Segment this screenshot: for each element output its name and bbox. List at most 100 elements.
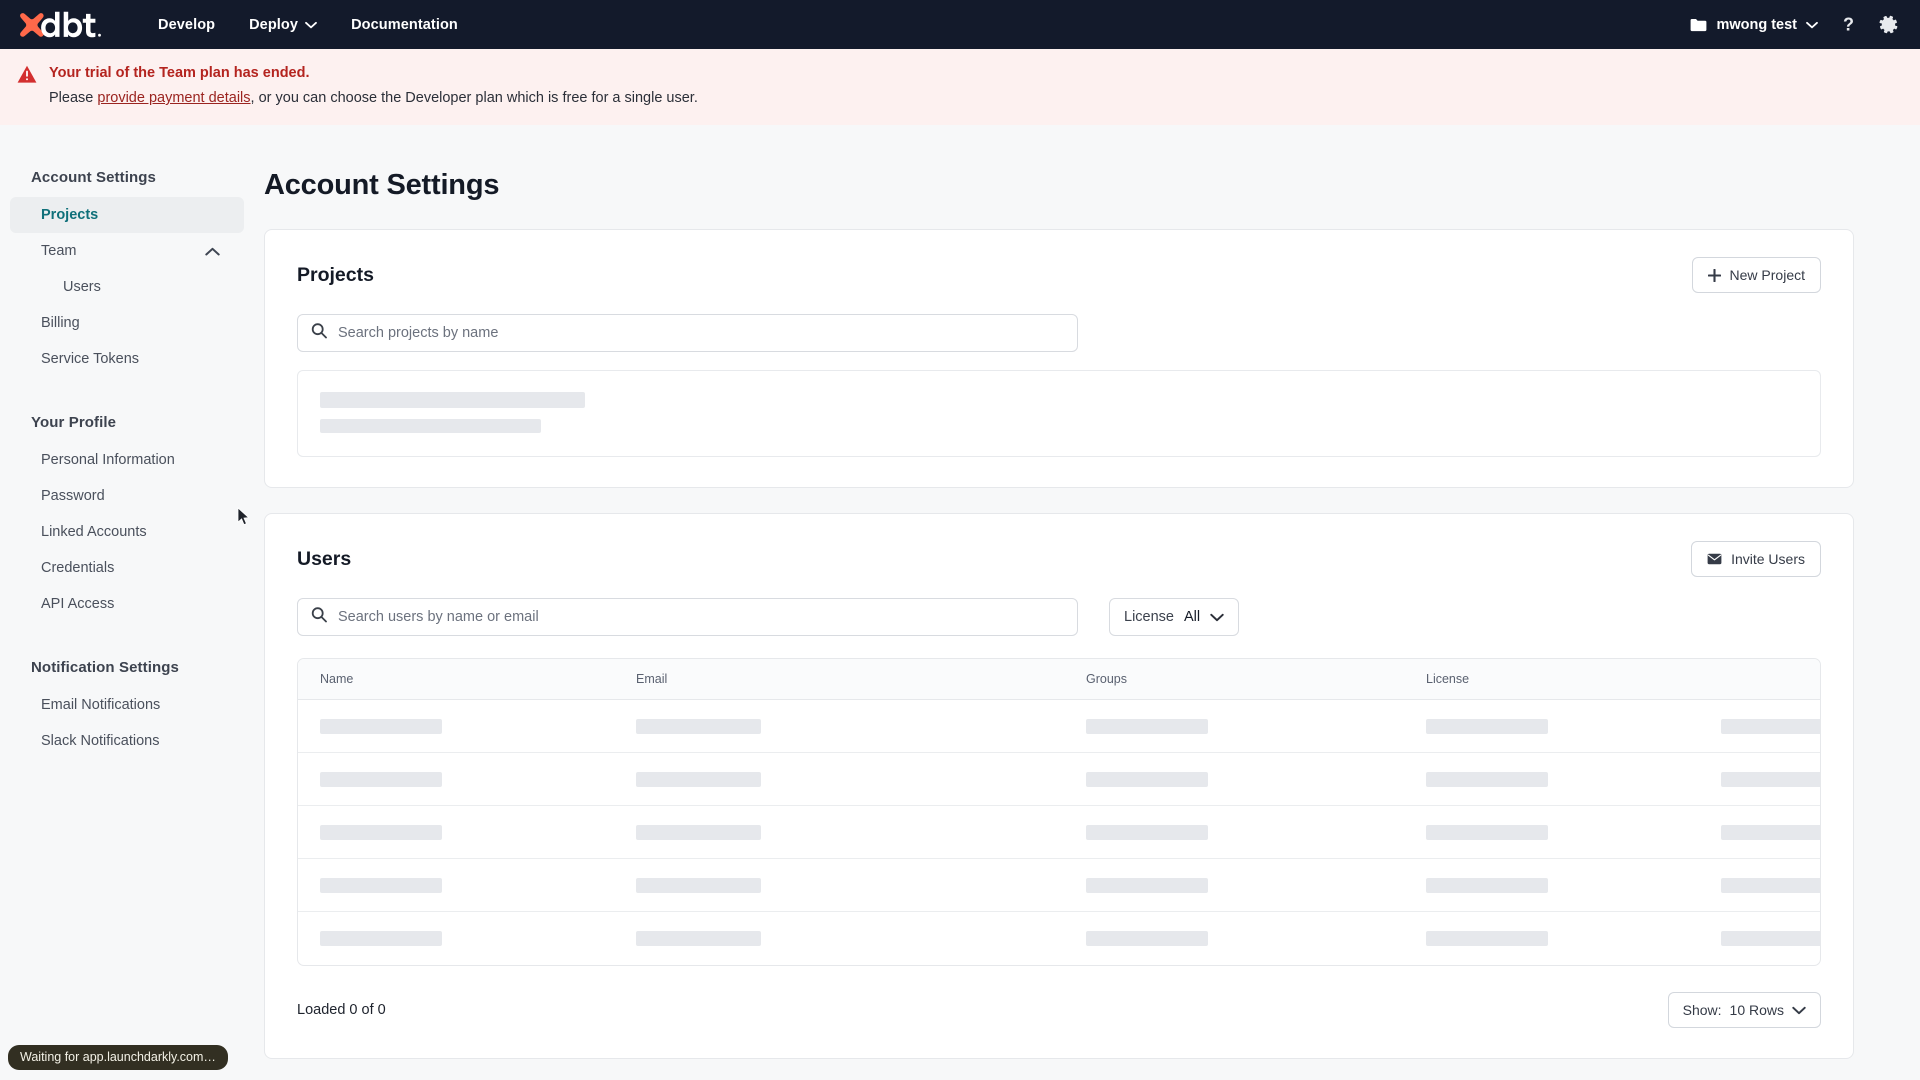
users-filter-row: License All xyxy=(297,598,1821,636)
plus-icon xyxy=(1707,268,1721,282)
table-cell xyxy=(1086,771,1426,787)
projects-card-header: Projects New Project xyxy=(297,257,1821,293)
sidebar-item-service-tokens[interactable]: Service Tokens xyxy=(10,341,244,377)
invite-users-button[interactable]: Invite Users xyxy=(1691,541,1821,577)
skeleton-line xyxy=(636,824,761,840)
table-row xyxy=(298,859,1820,912)
warning-triangle-icon xyxy=(17,65,37,89)
account-switcher[interactable]: mwong test xyxy=(1690,17,1818,33)
sidebar-item-label: Slack Notifications xyxy=(41,733,160,749)
rows-per-page-label: Show: xyxy=(1682,1002,1722,1018)
settings-button[interactable] xyxy=(1879,15,1898,34)
users-card: Users Invite Users xyxy=(264,513,1854,1059)
skeleton-line xyxy=(636,718,761,734)
table-cell xyxy=(1086,931,1426,946)
table-cell xyxy=(636,877,1086,893)
chevron-up-icon xyxy=(205,247,220,255)
new-project-button[interactable]: New Project xyxy=(1691,257,1821,293)
sidebar-item-label: Service Tokens xyxy=(41,351,140,367)
provide-payment-details-link[interactable]: provide payment details xyxy=(97,90,251,106)
skeleton-line xyxy=(1426,771,1548,787)
projects-title: Projects xyxy=(297,263,374,286)
license-filter-dropdown[interactable]: License All xyxy=(1109,598,1240,636)
sidebar-item-label: API Access xyxy=(41,596,115,612)
chevron-down-icon xyxy=(1210,613,1224,621)
skeleton-line xyxy=(1426,718,1548,734)
table-cell xyxy=(298,771,636,787)
chevron-down-icon xyxy=(1806,21,1818,28)
table-cell xyxy=(1426,931,1721,946)
projects-search-input[interactable] xyxy=(297,314,1078,352)
sidebar-item-label: Credentials xyxy=(41,560,115,576)
dbt-logo[interactable] xyxy=(20,10,124,40)
users-table-footer: Loaded 0 of 0 Show: 10 Rows xyxy=(297,992,1821,1028)
table-cell xyxy=(298,931,636,946)
table-cell xyxy=(1426,877,1721,893)
rows-per-page-dropdown[interactable]: Show: 10 Rows xyxy=(1667,992,1821,1028)
sidebar-item-credentials[interactable]: Credentials xyxy=(10,550,244,586)
nav-link-develop[interactable]: Develop xyxy=(158,17,215,33)
browser-status-bar: Waiting for app.launchdarkly.com… xyxy=(8,1045,228,1070)
account-switcher-label: mwong test xyxy=(1716,16,1797,33)
table-row xyxy=(298,806,1820,859)
skeleton-line xyxy=(1721,931,1820,946)
skeleton-line xyxy=(636,877,761,893)
nav-link-deploy[interactable]: Deploy xyxy=(249,17,317,33)
sidebar-item-slack-notifications[interactable]: Slack Notifications xyxy=(10,723,244,759)
skeleton-line xyxy=(1426,824,1548,840)
sidebar-item-label: Personal Information xyxy=(41,452,175,468)
table-cell xyxy=(636,771,1086,787)
table-cell xyxy=(1721,931,1820,946)
sidebar-item-password[interactable]: Password xyxy=(10,478,244,514)
nav-links: Develop Deploy Documentation xyxy=(158,17,458,33)
users-card-header: Users Invite Users xyxy=(297,541,1821,577)
navbar-right: mwong test ? xyxy=(1690,15,1898,34)
skeleton-line xyxy=(320,824,442,840)
sidebar-item-billing[interactable]: Billing xyxy=(10,305,244,341)
sidebar-group-title: Your Profile xyxy=(31,414,117,431)
skeleton-line xyxy=(320,718,442,734)
table-row xyxy=(298,753,1820,806)
column-header-email: Email xyxy=(636,672,668,686)
banner-text-suffix: , or you can choose the Developer plan w… xyxy=(250,90,698,106)
table-cell xyxy=(1721,718,1820,734)
folder-icon xyxy=(1691,18,1707,31)
sidebar-item-api-access[interactable]: API Access xyxy=(10,586,244,622)
svg-text:?: ? xyxy=(1843,15,1854,34)
skeleton-line xyxy=(320,419,541,433)
skeleton-line xyxy=(636,931,761,946)
table-cell xyxy=(1086,718,1426,734)
sidebar-item-label: Email Notifications xyxy=(41,697,161,713)
skeleton-line xyxy=(320,877,442,893)
column-header-groups: Groups xyxy=(1086,672,1127,686)
nav-link-deploy-label: Deploy xyxy=(249,16,299,33)
skeleton-line xyxy=(1721,824,1820,840)
sidebar-item-projects[interactable]: Projects xyxy=(10,197,244,233)
table-row xyxy=(298,912,1820,965)
nav-link-documentation[interactable]: Documentation xyxy=(351,17,458,33)
skeleton-line xyxy=(1086,718,1208,734)
skeleton-line xyxy=(1721,718,1820,734)
help-button[interactable]: ? xyxy=(1840,15,1857,34)
projects-search xyxy=(297,314,1078,352)
sidebar-item-personal-information[interactable]: Personal Information xyxy=(10,442,244,478)
sidebar-group-notification-settings: Notification Settings Email Notification… xyxy=(0,659,264,759)
projects-loading-placeholder xyxy=(297,370,1821,457)
table-cell xyxy=(636,824,1086,840)
skeleton-line xyxy=(1086,931,1208,946)
nav-link-documentation-label: Documentation xyxy=(351,16,458,33)
license-filter-label: License xyxy=(1124,609,1174,625)
users-search-input[interactable] xyxy=(297,598,1078,636)
banner-title: Your trial of the Team plan has ended. xyxy=(49,65,310,81)
sidebar-item-email-notifications[interactable]: Email Notifications xyxy=(10,687,244,723)
table-cell xyxy=(1086,877,1426,893)
sidebar-item-team[interactable]: Team xyxy=(10,233,244,269)
sidebar-group-account-settings: Account Settings Projects Team Users Bil… xyxy=(0,169,264,377)
sidebar-item-linked-accounts[interactable]: Linked Accounts xyxy=(10,514,244,550)
sidebar-item-users[interactable]: Users xyxy=(10,269,244,305)
skeleton-line xyxy=(1426,931,1548,946)
skeleton-line xyxy=(1426,877,1548,893)
users-table: Name Email Groups License xyxy=(297,658,1821,966)
column-header-license: License xyxy=(1426,672,1470,686)
loaded-count-text: Loaded 0 of 0 xyxy=(297,1002,386,1018)
